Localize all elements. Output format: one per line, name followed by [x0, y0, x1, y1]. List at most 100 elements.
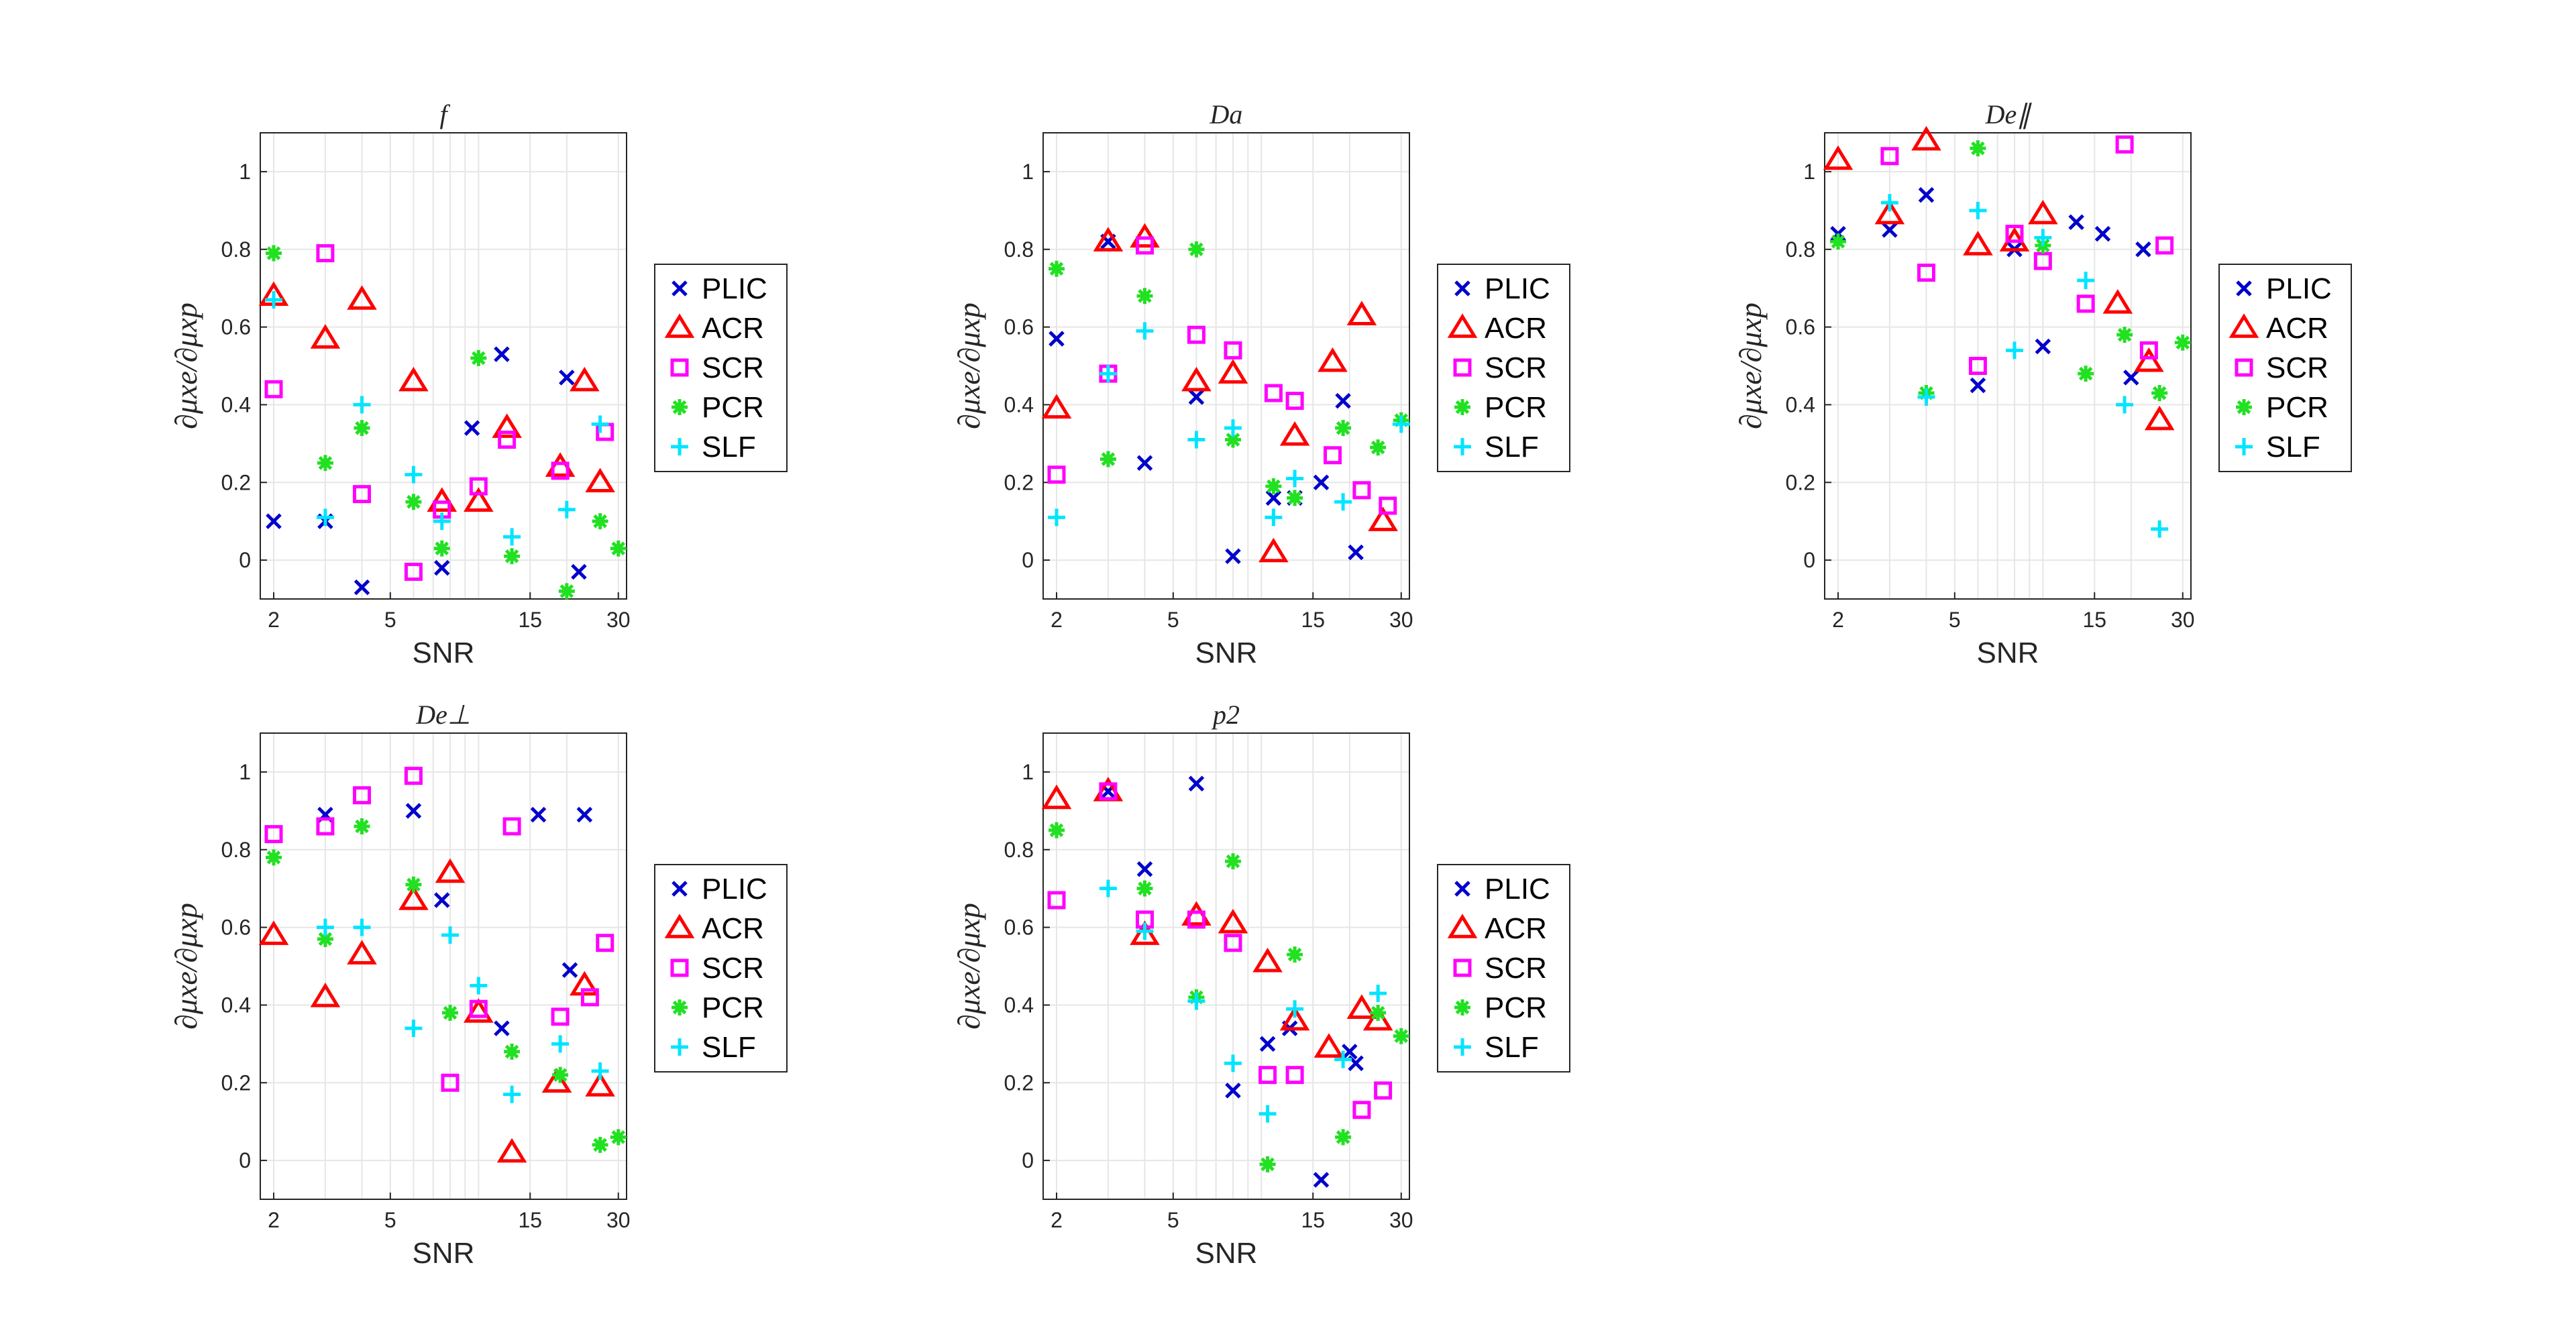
data-point-acr: [398, 366, 429, 392]
legend-marker-plic: [672, 881, 688, 897]
y-tick-label: 0: [1022, 1148, 1034, 1172]
data-point-slf: [2151, 520, 2169, 538]
data-point-scr: [469, 999, 488, 1018]
legend-label-plic: PLIC: [702, 272, 767, 305]
data-point-scr: [264, 825, 283, 844]
legend-label-acr: ACR: [702, 312, 764, 345]
legend-label-pcr: PCR: [1485, 391, 1547, 424]
axes-box: [1042, 732, 1410, 1200]
data-point-scr: [469, 477, 488, 496]
legend-label-plic: PLIC: [1485, 873, 1550, 905]
data-point-slf: [1917, 388, 1935, 406]
data-point-acr: [1313, 1033, 1344, 1058]
data-point-plic: [1882, 222, 1898, 238]
x-tick-label: 2: [268, 608, 280, 632]
x-tick-label: 5: [1167, 608, 1179, 632]
data-point-pcr: [1224, 853, 1241, 870]
legend-label-acr: ACR: [1485, 312, 1547, 345]
data-point-pcr: [592, 513, 608, 530]
x-tick-label: 15: [2082, 608, 2106, 632]
data-point-scr: [1135, 236, 1154, 255]
data-point-slf: [2034, 229, 2052, 247]
series-plic: [1830, 186, 2151, 394]
subplot-title: De∥: [1985, 99, 2033, 129]
data-point-plic: [1049, 331, 1065, 347]
y-tick-label: 1: [1803, 160, 1815, 184]
legend-marker-pcr: [1454, 399, 1470, 415]
data-point-acr: [1279, 1005, 1310, 1031]
legend-label-scr: SCR: [1485, 351, 1547, 384]
data-point-pcr: [610, 540, 627, 557]
data-point-acr: [1963, 231, 1993, 256]
subplot-1: 2 5 15 30 0 0.2 0.4 0.6 0.8 1 SNR ∂μxe/∂μxp f PLIC ACR…: [169, 99, 788, 669]
data-point-pcr: [1287, 946, 1303, 963]
series-acr: [1823, 125, 2175, 431]
data-point-scr: [1880, 147, 1899, 166]
data-point-slf: [470, 977, 488, 995]
legend-label-scr: SCR: [1485, 952, 1547, 985]
data-point-pcr: [1259, 1156, 1276, 1172]
legend-label-slf: SLF: [1485, 431, 1539, 463]
data-point-slf: [503, 1085, 521, 1103]
data-point-plic: [494, 1020, 510, 1036]
legend-marker-slf: [1454, 438, 1471, 455]
data-point-pcr: [1335, 1129, 1352, 1146]
data-point-pcr: [592, 1136, 608, 1153]
x-tick-label: 30: [2171, 608, 2195, 632]
legend-label-pcr: PCR: [1485, 991, 1547, 1024]
data-point-pcr: [1393, 1028, 1409, 1044]
axes-background: [1043, 133, 1409, 599]
data-point-pcr: [1370, 439, 1387, 456]
legend-label-plic: PLIC: [702, 873, 767, 905]
data-point-scr: [1047, 891, 1066, 910]
data-point-pcr: [1136, 880, 1153, 897]
data-point-slf: [591, 415, 609, 433]
data-point-slf: [405, 465, 423, 484]
data-point-acr: [585, 1072, 615, 1097]
legend-marker-plic: [672, 280, 688, 296]
data-point-plic: [2123, 370, 2139, 386]
data-point-scr: [1099, 782, 1118, 801]
data-point-acr: [1252, 947, 1283, 973]
y-tick-label: 0.2: [1004, 470, 1034, 494]
x-tick-label: 15: [1301, 1208, 1325, 1232]
legend-label-slf: SLF: [2266, 431, 2320, 463]
data-point-pcr: [405, 876, 422, 893]
subplot-2: 2 5 15 30 0 0.2 0.4 0.6 0.8 1 SNR ∂μxe/∂μxp Da PLIC AC…: [952, 99, 1570, 669]
y-tick-label: 0.4: [1004, 392, 1034, 417]
series-pcr: [265, 245, 627, 600]
legend-marker-pcr: [672, 399, 688, 415]
data-point-slf: [1969, 201, 1987, 219]
legend-marker-pcr: [1454, 999, 1470, 1015]
series-scr: [1047, 236, 1397, 515]
x-tick-label: 15: [518, 608, 542, 632]
data-point-pcr: [441, 1005, 458, 1021]
data-point-scr: [264, 380, 283, 398]
y-axis-label: ∂μxe/∂μxp: [952, 903, 986, 1030]
y-tick-label: 0.8: [1004, 237, 1034, 262]
x-axis-label: SNR: [413, 637, 475, 669]
legend: PLIC ACR SCR PCR SLF: [1437, 264, 1570, 472]
data-point-slf: [1136, 322, 1154, 340]
data-point-slf: [551, 1035, 570, 1053]
data-point-pcr: [2078, 366, 2094, 382]
y-axis-label: ∂μxe/∂μxp: [169, 303, 203, 429]
data-point-acr: [570, 366, 600, 392]
data-point-acr: [1362, 1005, 1393, 1031]
legend-marker-acr: [664, 313, 695, 338]
legend-marker-acr: [2229, 313, 2259, 338]
data-point-slf: [353, 396, 371, 414]
y-tick-label: 1: [239, 760, 251, 784]
data-point-pcr: [1048, 260, 1065, 277]
data-point-plic: [576, 806, 593, 823]
y-tick-label: 0.4: [1786, 392, 1815, 417]
legend-marker-scr: [670, 958, 689, 977]
legend-marker-plic: [1454, 881, 1470, 897]
data-point-slf: [1286, 1000, 1304, 1018]
x-tick-label: 2: [1051, 1208, 1063, 1232]
legend-label-slf: SLF: [1485, 1031, 1539, 1064]
x-axis-label: SNR: [1977, 637, 2039, 669]
series-plic: [266, 346, 587, 596]
data-point-pcr: [2174, 334, 2191, 351]
y-tick-label: 0.6: [221, 315, 251, 339]
